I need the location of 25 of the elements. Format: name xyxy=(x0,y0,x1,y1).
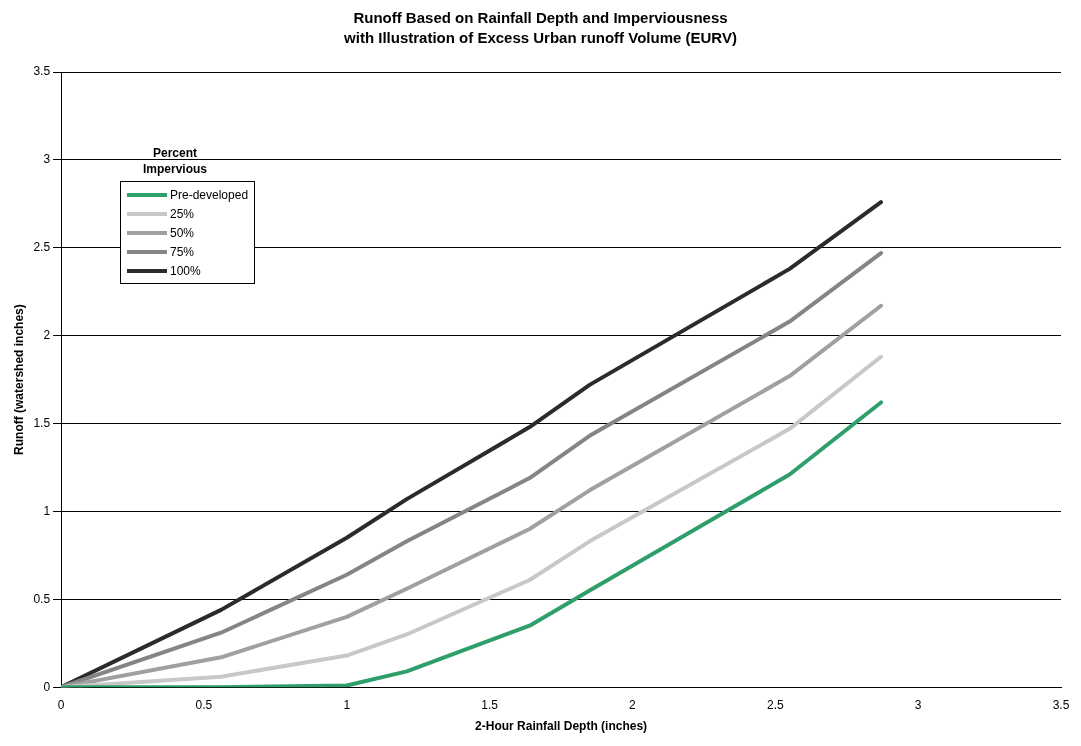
y-tick-label: 0 xyxy=(43,679,51,694)
x-tick-label: 3.5 xyxy=(1052,697,1070,712)
legend-label: 25% xyxy=(170,206,195,221)
legend-label: 75% xyxy=(170,244,195,259)
x-tick-label: 1 xyxy=(343,697,351,712)
y-axis-title: Runoff (watershed inches) xyxy=(11,304,26,455)
y-tick-label: 3 xyxy=(43,152,51,167)
chart-title: Runoff Based on Rainfall Depth and Imperviousness with Illustration of Excess Urban runoff Volume (EURV) xyxy=(343,8,738,48)
legend-label: 100% xyxy=(170,263,201,278)
y-tick-label: 2 xyxy=(43,327,51,342)
legend-title: Percent Impervious xyxy=(142,145,208,177)
y-tick-label: 1.5 xyxy=(33,415,51,430)
x-tick-label: 0.5 xyxy=(195,697,213,712)
x-tick-label: 2.5 xyxy=(766,697,784,712)
x-tick-label: 0 xyxy=(57,697,65,712)
y-tick-label: 0.5 xyxy=(33,591,51,606)
y-tick-label: 3.5 xyxy=(33,64,51,79)
x-tick-label: 1.5 xyxy=(481,697,499,712)
legend-label: 50% xyxy=(170,225,195,240)
y-tick-label: 1 xyxy=(43,503,51,518)
x-tick-label: 3 xyxy=(914,697,922,712)
x-axis-title: 2-Hour Rainfall Depth (inches) xyxy=(475,719,648,734)
y-tick-label: 2.5 xyxy=(33,240,51,255)
x-tick-label: 2 xyxy=(629,697,637,712)
legend-label: Pre-developed xyxy=(170,187,249,202)
